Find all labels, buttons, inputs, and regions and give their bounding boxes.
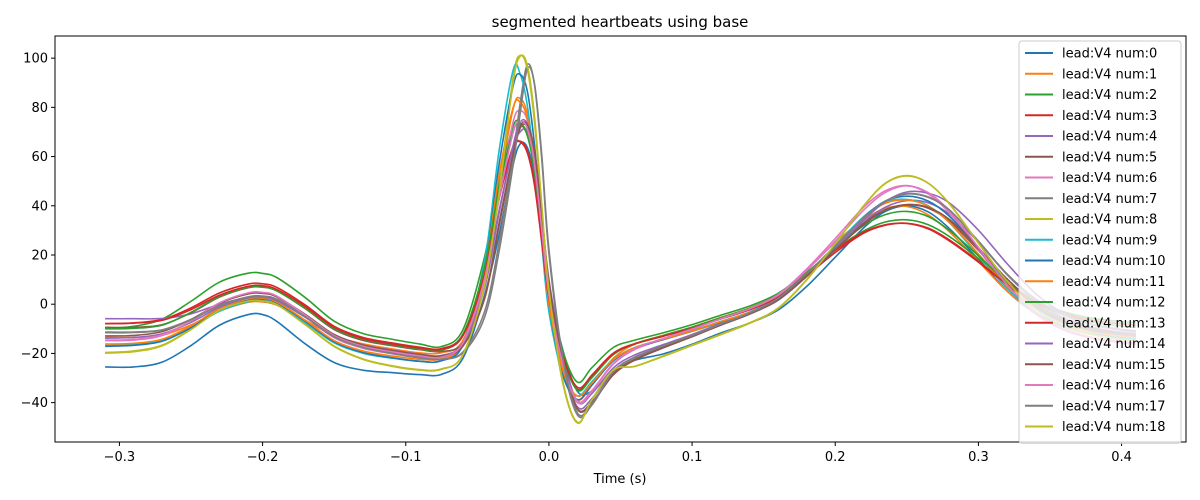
y-tick-label: 0: [40, 298, 48, 313]
legend-label: lead:V4 num:17: [1062, 399, 1166, 414]
x-tick-label: −0.1: [390, 450, 422, 465]
legend-label: lead:V4 num:14: [1062, 337, 1166, 352]
y-tick-label: 40: [31, 199, 48, 214]
y-tick-label: −20: [21, 347, 48, 362]
series-line-16: [105, 120, 1136, 403]
legend-label: lead:V4 num:15: [1062, 358, 1166, 373]
x-axis-ticks: −0.3 −0.2 −0.1 0.0 0.1 0.2 0.3 0.4: [104, 442, 1132, 465]
legend-label: lead:V4 num:6: [1062, 171, 1157, 186]
x-tick-label: 0.4: [1111, 450, 1132, 465]
legend-label: lead:V4 num:7: [1062, 192, 1157, 207]
legend-label: lead:V4 num:3: [1062, 109, 1157, 124]
legend-label: lead:V4 num:18: [1062, 420, 1166, 435]
legend-box: [1018, 40, 1182, 444]
legend: lead:V4 num:0 lead:V4 num:1 lead:V4 num:2 l…: [1018, 40, 1182, 444]
legend-label: lead:V4 num:8: [1062, 213, 1157, 228]
series-line-2: [105, 119, 1136, 384]
legend-label: lead:V4 num:10: [1062, 254, 1166, 269]
y-tick-label: 20: [31, 248, 48, 263]
legend-label: lead:V4 num:1: [1062, 67, 1157, 82]
x-tick-label: 0.3: [968, 450, 989, 465]
x-tick-label: −0.2: [247, 450, 279, 465]
legend-label: lead:V4 num:13: [1062, 316, 1166, 331]
legend-label: lead:V4 num:2: [1062, 88, 1157, 103]
y-tick-label: −40: [21, 396, 48, 411]
series-line-18: [105, 54, 1136, 424]
legend-label: lead:V4 num:9: [1062, 233, 1157, 248]
legend-label: lead:V4 num:12: [1062, 296, 1166, 311]
legend-label: lead:V4 num:16: [1062, 379, 1166, 394]
plot-frame: [54, 35, 1187, 443]
legend-label: lead:V4 num:5: [1062, 150, 1157, 165]
legend-label: lead:V4 num:0: [1062, 47, 1157, 62]
x-axis-label: Time (s): [593, 472, 647, 487]
y-tick-label: 100: [23, 52, 48, 67]
y-axis-ticks: −40 −20 0 20 40 60 80 100: [21, 52, 55, 411]
series-line-17: [105, 66, 1136, 417]
legend-label: lead:V4 num:11: [1062, 275, 1166, 290]
x-tick-label: 0.1: [682, 450, 703, 465]
x-tick-label: 0.0: [539, 450, 560, 465]
x-tick-label: −0.3: [104, 450, 136, 465]
x-tick-label: 0.2: [825, 450, 846, 465]
plot-background: [55, 36, 1186, 442]
legend-label: lead:V4 num:4: [1062, 130, 1157, 145]
series-layer: [105, 54, 1136, 424]
y-tick-label: 60: [31, 150, 48, 165]
y-tick-label: 80: [31, 101, 48, 116]
chart-title: segmented heartbeats using base: [492, 13, 749, 31]
